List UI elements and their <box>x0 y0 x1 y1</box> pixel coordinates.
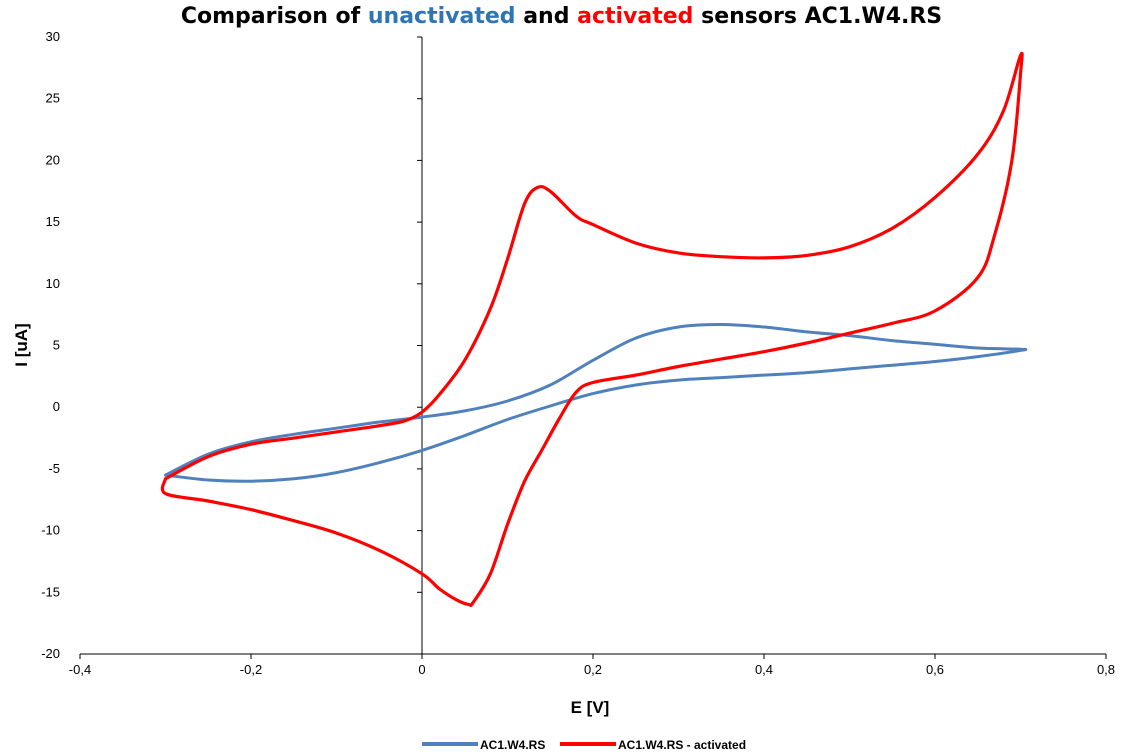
y-axis-title: I [uA] <box>12 323 31 366</box>
y-tick-label: -5 <box>48 461 60 476</box>
legend-item-activated: AC1.W4.RS - activated <box>560 738 746 752</box>
chart-title-prefix: Comparison of <box>180 4 368 29</box>
chart-title-suffix: sensors AC1.W4.RS <box>693 4 943 29</box>
x-tick-label: -0,2 <box>240 662 262 677</box>
y-tick-label: 25 <box>46 91 60 106</box>
y-tick-label: 20 <box>46 152 60 167</box>
x-tick-label: 0,2 <box>584 662 602 677</box>
series-layer <box>160 51 1028 608</box>
y-tick-label: 0 <box>53 399 60 414</box>
y-tick-label: -20 <box>41 646 60 661</box>
y-tick-label: 10 <box>46 276 60 291</box>
chart-title-middle: and <box>515 4 578 29</box>
x-tick-label: 0,8 <box>1097 662 1115 677</box>
y-tick-label: -10 <box>41 523 60 538</box>
x-tick-label: 0,4 <box>755 662 773 677</box>
legend: AC1.W4.RS AC1.W4.RS - activated <box>422 738 746 752</box>
legend-label-unactivated: AC1.W4.RS <box>480 738 545 752</box>
y-tick-label: -15 <box>41 584 60 599</box>
x-tick-label: -0,4 <box>69 662 91 677</box>
legend-item-unactivated: AC1.W4.RS <box>422 738 545 752</box>
chart-title-activated: activated <box>577 4 694 29</box>
series-line-unactivated <box>164 323 1028 483</box>
y-tick-label: 15 <box>46 214 60 229</box>
chart-title-unactivated: unactivated <box>367 4 516 29</box>
y-tick-label: 5 <box>53 338 60 353</box>
x-axis-title: E [V] <box>571 698 610 717</box>
series-line-activated <box>160 51 1024 608</box>
legend-label-activated: AC1.W4.RS - activated <box>618 738 746 752</box>
x-tick-label: 0 <box>418 662 425 677</box>
chart-title: Comparison of unactivated and activated … <box>0 4 1123 29</box>
axes: -0,4 -0,2 0 0,2 0,4 0,6 0,8 -20 -15 -10 -5 0 5 10 15 20… <box>41 29 1115 677</box>
x-tick-label: 0,6 <box>926 662 944 677</box>
y-tick-label: 30 <box>46 29 60 44</box>
